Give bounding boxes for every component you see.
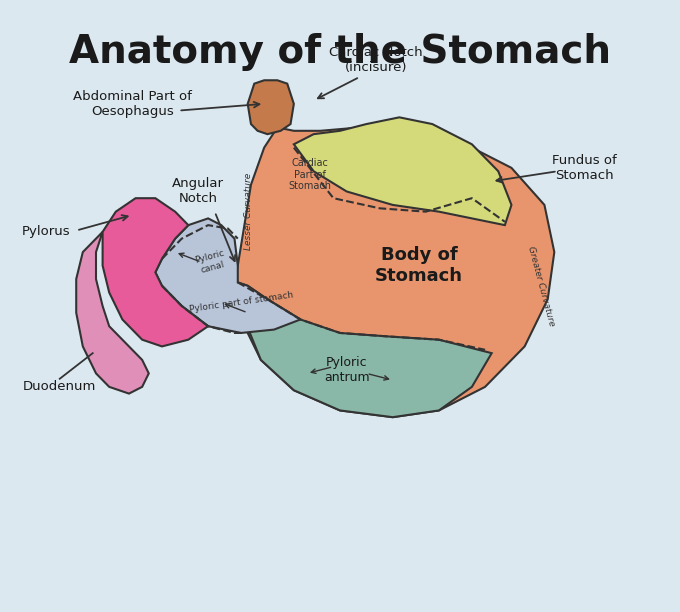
Text: Pylorus: Pylorus xyxy=(22,225,71,239)
Polygon shape xyxy=(248,80,294,134)
Text: Lesser Curvature: Lesser Curvature xyxy=(245,173,254,250)
Text: Pyloric part of stomach: Pyloric part of stomach xyxy=(188,291,294,315)
Text: Pyloric
canal: Pyloric canal xyxy=(194,249,228,275)
Text: Body of
Stomach: Body of Stomach xyxy=(375,246,463,285)
Polygon shape xyxy=(294,118,511,225)
Polygon shape xyxy=(235,127,554,417)
Text: Cardiac
Part of
Stomach: Cardiac Part of Stomach xyxy=(289,158,332,191)
Text: Cardiac Notch
(incisure): Cardiac Notch (incisure) xyxy=(329,46,423,74)
Text: Greater Curvature: Greater Curvature xyxy=(526,245,556,327)
Text: Fundus of
Stomach: Fundus of Stomach xyxy=(551,154,616,182)
Text: Duodenum: Duodenum xyxy=(23,381,97,394)
Polygon shape xyxy=(76,232,149,394)
Polygon shape xyxy=(155,218,301,333)
Text: Angular
Notch: Angular Notch xyxy=(172,177,224,206)
Text: Anatomy of the Stomach: Anatomy of the Stomach xyxy=(69,33,611,71)
Text: Abdominal Part of
Oesophagus: Abdominal Part of Oesophagus xyxy=(73,90,192,118)
Text: Pyloric
antrum: Pyloric antrum xyxy=(324,356,369,384)
Polygon shape xyxy=(238,282,492,417)
Polygon shape xyxy=(103,198,208,346)
